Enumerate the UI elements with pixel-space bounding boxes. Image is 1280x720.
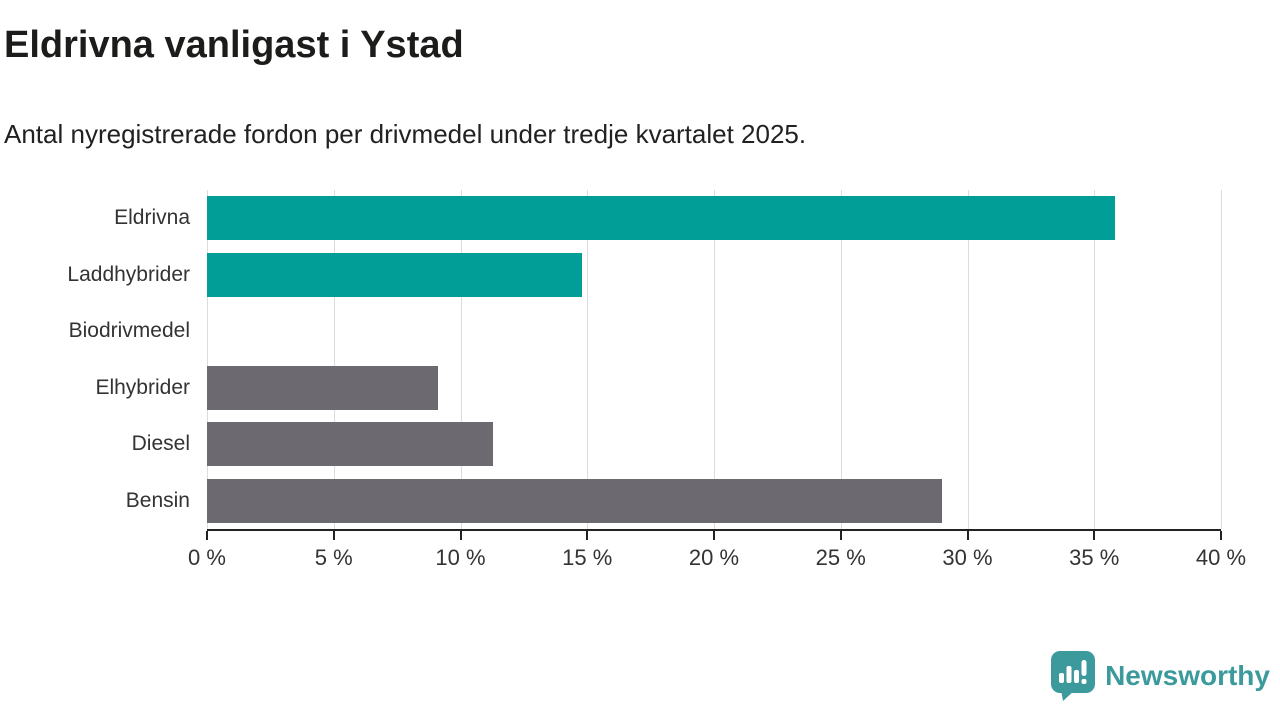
gridline <box>207 190 208 529</box>
category-label: Laddhybrider <box>67 262 190 286</box>
bar-rows: Eldrivna Laddhybrider Biodrivmedel Elhybrid… <box>0 190 1221 529</box>
category-label: Biodrivmedel <box>68 319 190 343</box>
tick-label: 10 % <box>435 545 486 570</box>
x-axis: 0 % 5 % 10 % 15 % 20 % 25 % 30 % 35 % 40 % <box>188 531 1246 587</box>
bar <box>207 196 1115 241</box>
gridline <box>587 190 589 529</box>
bar-track <box>207 365 1221 410</box>
tick-mark <box>1220 531 1222 540</box>
tick-mark <box>713 531 715 540</box>
bar <box>207 422 494 467</box>
chart-title: Eldrivna vanligast i Ystad <box>4 24 464 66</box>
tick-mark <box>206 531 208 540</box>
bar-row: Diesel <box>0 416 1221 473</box>
bar-chart: Eldrivna Laddhybrider Biodrivmedel Elhybrid… <box>0 190 1280 570</box>
brand-footer: Newsworthy <box>1050 650 1270 701</box>
tick-mark <box>1093 531 1096 540</box>
gridline <box>1094 190 1096 529</box>
bar <box>207 252 583 297</box>
tick-mark <box>332 531 335 540</box>
gridline <box>333 190 335 529</box>
bar-track <box>207 252 1221 297</box>
gridline <box>460 190 462 529</box>
tick-label: 40 % <box>1195 545 1247 570</box>
bar-track <box>207 196 1221 241</box>
brand-name: Newsworthy <box>1105 659 1270 691</box>
bar-row: Bensin <box>0 473 1221 530</box>
tick-label: 15 % <box>562 545 613 570</box>
bar <box>207 478 943 523</box>
category-label: Eldrivna <box>114 206 190 230</box>
gridline <box>967 190 969 529</box>
tick-label: 20 % <box>688 545 740 570</box>
gridline <box>714 190 715 529</box>
tick-label: 5 % <box>314 545 353 570</box>
tick-mark <box>839 531 842 540</box>
newsworthy-logo-icon <box>1051 651 1096 701</box>
bar-track <box>207 309 1221 353</box>
bar-track <box>207 478 1221 523</box>
category-label: Diesel <box>131 432 190 456</box>
tick-mark <box>966 531 969 540</box>
bar <box>207 365 438 410</box>
gridline <box>1221 190 1222 529</box>
bar-row: Biodrivmedel <box>0 303 1221 360</box>
tick-label: 35 % <box>1069 545 1120 570</box>
gridline <box>840 190 842 529</box>
bar-row: Laddhybrider <box>0 247 1221 304</box>
tick-mark <box>459 531 462 540</box>
category-label: Elhybrider <box>95 375 190 399</box>
category-label: Bensin <box>125 488 190 512</box>
bar-row: Elhybrider <box>0 360 1221 417</box>
tick-label: 25 % <box>815 545 866 570</box>
chart-subtitle: Antal nyregistrerade fordon per drivmede… <box>4 119 807 149</box>
tick-label: 0 % <box>188 545 226 570</box>
tick-label: 30 % <box>942 545 993 570</box>
plot-area <box>207 190 1222 531</box>
bar-row: Eldrivna <box>0 190 1221 247</box>
bar-track <box>207 422 1221 467</box>
tick-mark <box>586 531 589 540</box>
